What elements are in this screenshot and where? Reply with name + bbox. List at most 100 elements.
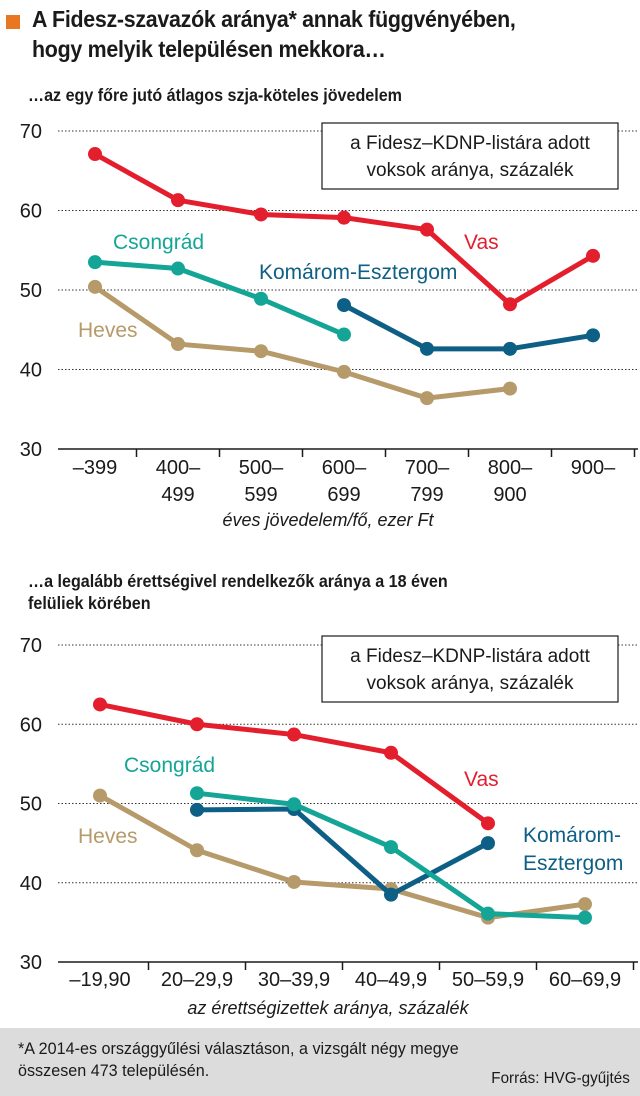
chart2-x-axis-label: az érettségizettek aránya, százalék xyxy=(187,998,469,1018)
chart1-x-tick-label: 900 xyxy=(493,484,526,506)
chart2-series-label-komarom-esztergom: Esztergom xyxy=(523,852,623,875)
page-title: A Fidesz-szavazók aránya* annak függvény… xyxy=(32,4,594,64)
chart2-legend-text: voksok aránya, százalék xyxy=(367,673,574,694)
chart2-x-tick-label: –19,90 xyxy=(69,969,130,991)
chart2-y-tick-label: 60 xyxy=(20,714,42,736)
chart2-point-heves xyxy=(190,843,204,858)
chart2-point-csongrad xyxy=(287,797,301,812)
chart1-point-komarom-esztergom xyxy=(337,298,351,313)
chart1-point-heves xyxy=(337,364,351,379)
chart1-series-label-csongrad: Csongrád xyxy=(113,231,204,254)
chart1-x-tick-label: 900– xyxy=(571,457,616,479)
chart2-point-komarom-esztergom xyxy=(481,836,495,851)
chart2-x-tick-label: 50–59,9 xyxy=(452,969,524,991)
chart1-point-vas xyxy=(254,207,268,222)
chart1-series-label-komarom-esztergom: Komárom-Esztergom xyxy=(259,261,457,284)
chart2-point-heves xyxy=(93,788,107,803)
chart1-series-line-heves xyxy=(92,284,513,401)
chart1-point-heves xyxy=(171,337,185,352)
chart1-x-tick-label: 500– xyxy=(239,457,284,479)
chart2-series-label-komarom-esztergom: Komárom- xyxy=(523,824,621,847)
chart2-x-tick-label: 20–29,9 xyxy=(161,969,233,991)
chart1-point-csongrad xyxy=(254,291,268,306)
chart1-point-vas xyxy=(503,297,517,312)
chart2-y-tick-label: 30 xyxy=(20,952,42,974)
chart1-subtitle: …az egy főre jutó átlagos szja-köteles j… xyxy=(28,85,403,105)
chart1-x-tick-label: 400– xyxy=(156,457,201,479)
chart1-x-tick-label: 700– xyxy=(405,457,450,479)
chart2-point-vas xyxy=(384,745,398,760)
chart2-series-label-csongrad: Csongrád xyxy=(124,754,215,777)
chart2-subtitle-line-2: felüliek körében xyxy=(28,593,151,613)
footnote-line-1: *A 2014-es országgyűlési választáson, a … xyxy=(18,1039,459,1058)
chart1-point-csongrad xyxy=(88,255,102,270)
chart2-point-vas xyxy=(481,816,495,831)
chart1-y-tick-label: 40 xyxy=(20,360,42,382)
source: Forrás: HVG-gyűjtés xyxy=(491,1070,630,1087)
chart1-point-vas xyxy=(586,248,600,263)
chart1-point-komarom-esztergom xyxy=(503,341,517,356)
footnote-line-2: összesen 473 településén. xyxy=(18,1061,210,1080)
chart2-series-label-vas: Vas xyxy=(464,768,499,791)
accent-square xyxy=(6,15,20,29)
chart1-series-label-heves: Heves xyxy=(78,319,138,342)
chart2-point-csongrad xyxy=(578,910,592,925)
chart1-x-tick-label: 800– xyxy=(488,457,533,479)
chart2-x-tick-label: 40–49,9 xyxy=(355,969,427,991)
chart1-x-tick-label: 600– xyxy=(322,457,367,479)
chart2-point-komarom-esztergom xyxy=(384,887,398,902)
chart1-x-axis-label: éves jövedelem/fő, ezer Ft xyxy=(222,510,434,530)
chart1-point-vas xyxy=(171,193,185,208)
chart1-x-tick-label: –399 xyxy=(73,457,118,479)
chart1-y-tick-label: 60 xyxy=(20,201,42,223)
chart1-point-vas xyxy=(337,210,351,225)
chart1-point-heves xyxy=(503,381,517,396)
chart2-y-tick-label: 50 xyxy=(20,794,42,816)
chart1-point-heves xyxy=(254,344,268,359)
chart2-series-label-heves: Heves xyxy=(78,825,138,848)
chart1-legend-text: voksok aránya, százalék xyxy=(367,160,574,181)
chart2-legend-box xyxy=(321,635,619,703)
chart1-point-csongrad xyxy=(337,327,351,342)
chart1-x-tick-label: 599 xyxy=(244,484,277,506)
chart1-point-vas xyxy=(420,222,434,237)
chart1-point-heves xyxy=(88,279,102,294)
chart1-point-heves xyxy=(420,391,434,406)
title-line-2: hogy melyik településen mekkora… xyxy=(32,36,386,62)
chart2-point-vas xyxy=(287,727,301,742)
chart1-x-tick-label: 699 xyxy=(327,484,360,506)
title-line-1: A Fidesz-szavazók aránya* annak függvény… xyxy=(32,6,516,32)
chart1-legend-box xyxy=(321,122,619,190)
chart2-subtitle-line-1: …a legalább érettségivel rendelkezők ará… xyxy=(28,571,448,591)
chart2-point-vas xyxy=(190,717,204,732)
chart2-subtitle: …a legalább érettségivel rendelkezők ará… xyxy=(28,570,448,614)
chart1-legend-text: a Fidesz–KDNP-listára adott xyxy=(350,133,590,154)
chart2-point-csongrad xyxy=(384,840,398,855)
chart-education: 30 40 50 60 70 –19,90 20–29,9 30–39,9 40–49,9 50–… xyxy=(20,635,638,1018)
chart-income: 30 40 50 60 70 –399 400– 499 500– 599 600– 699 700– 7… xyxy=(20,121,638,530)
chart1-point-vas xyxy=(88,147,102,162)
footer: *A 2014-es országgyűlési választáson, a … xyxy=(0,1028,640,1096)
chart1-series-line-komarom-esztergom xyxy=(341,302,596,352)
chart1-point-csongrad xyxy=(171,261,185,276)
chart2-point-vas xyxy=(93,697,107,712)
chart2-point-heves xyxy=(578,897,592,912)
chart2-legend-text: a Fidesz–KDNP-listára adott xyxy=(350,646,590,667)
chart2-point-csongrad xyxy=(190,786,204,801)
chart1-point-komarom-esztergom xyxy=(586,328,600,343)
chart2-x-tick-label: 30–39,9 xyxy=(258,969,330,991)
chart1-x-tick-label: 799 xyxy=(410,484,443,506)
chart1-series-label-vas: Vas xyxy=(464,231,499,254)
chart1-y-tick-label: 30 xyxy=(20,439,42,461)
chart2-point-komarom-esztergom xyxy=(190,802,204,817)
footnote: *A 2014-es országgyűlési választáson, a … xyxy=(18,1038,459,1082)
chart1-y-tick-label: 50 xyxy=(20,280,42,302)
chart2-point-csongrad xyxy=(481,906,495,921)
chart1-point-komarom-esztergom xyxy=(420,341,434,356)
chart2-y-tick-label: 40 xyxy=(20,873,42,895)
chart2-x-tick-label: 60–69,9 xyxy=(549,969,621,991)
chart2-series-line-komarom-esztergom xyxy=(194,806,491,898)
chart2-point-heves xyxy=(287,874,301,889)
chart2-y-tick-label: 70 xyxy=(20,635,42,657)
chart1-series-line-csongrad xyxy=(92,259,347,338)
